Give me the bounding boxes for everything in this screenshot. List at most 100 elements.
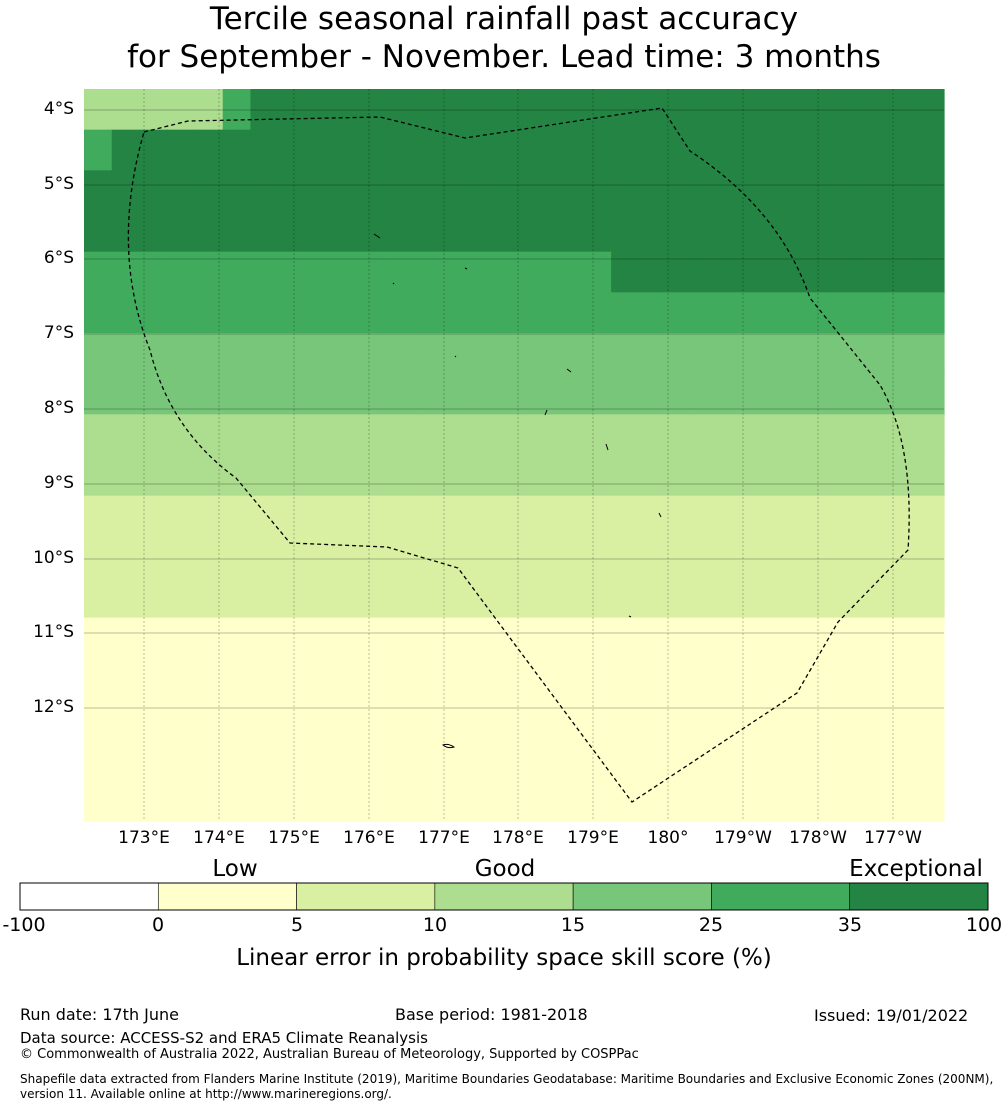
- grid-cell: [694, 780, 723, 822]
- grid-cell: [666, 699, 695, 741]
- grid-cell: [222, 333, 252, 375]
- colorbar-tick-label: 0: [151, 914, 165, 936]
- grid-cell: [139, 577, 168, 619]
- grid-cell: [500, 89, 529, 131]
- grid-cell: [694, 89, 723, 131]
- grid-cell: [305, 577, 335, 619]
- lat-label: 10°S: [33, 548, 74, 568]
- grid-cell: [694, 414, 723, 456]
- grid-cell: [694, 739, 723, 781]
- grid-cell: [194, 251, 224, 293]
- grid-cell: [555, 495, 584, 537]
- base-period: Base period: 1981-2018: [395, 1005, 588, 1024]
- grid-cell: [860, 292, 890, 334]
- grid-cell: [472, 455, 501, 497]
- island: [658, 512, 662, 518]
- grid-cell: [833, 251, 862, 293]
- colorbar-tick-label: 35: [837, 914, 863, 936]
- grid-cell: [638, 617, 668, 659]
- grid-cell: [833, 739, 862, 781]
- grid-cell: [860, 333, 890, 375]
- lat-label: 4°S: [43, 99, 74, 119]
- grid-cell: [194, 170, 224, 212]
- grid-cell: [333, 536, 363, 578]
- colorbar-tick-label: 100: [965, 914, 1003, 936]
- grid-cell: [749, 373, 779, 415]
- island: [628, 615, 632, 618]
- grid-cell: [805, 292, 834, 334]
- grid-cell: [472, 373, 501, 415]
- grid-cell: [916, 414, 945, 456]
- grid-cell: [167, 658, 196, 700]
- grid-cell: [333, 333, 363, 375]
- grid-cell: [833, 129, 862, 171]
- grid-cell: [666, 495, 695, 537]
- island: [373, 233, 381, 239]
- grid-cell: [916, 536, 945, 578]
- colorbar-segment: [434, 882, 574, 911]
- grid-cell: [444, 739, 473, 781]
- grid-cell: [833, 577, 862, 619]
- grid-cell: [84, 333, 113, 375]
- grid-cell: [250, 536, 279, 578]
- islands: [373, 233, 662, 749]
- grid-cell: [888, 455, 917, 497]
- island: [454, 355, 457, 358]
- grid-cell: [833, 170, 862, 212]
- shapefile-credit-line-2: version 11. Available online at http://w…: [20, 1087, 392, 1101]
- grid-cell: [611, 739, 640, 781]
- grid-cell: [583, 577, 612, 619]
- grid-cell: [555, 211, 584, 253]
- grid-cell: [805, 739, 834, 781]
- grid-cell: [167, 577, 196, 619]
- grid-cell: [888, 211, 917, 253]
- grid-cell: [833, 536, 862, 578]
- grid-cell: [805, 170, 834, 212]
- grid-cell: [749, 292, 779, 334]
- grid-cell: [444, 211, 473, 253]
- grid-cell: [555, 170, 584, 212]
- grid-cell: [111, 699, 141, 741]
- colorbar-tick-label: -100: [2, 914, 46, 936]
- grid-cell: [305, 373, 335, 415]
- grid-cell: [722, 455, 751, 497]
- grid-cell: [167, 495, 196, 537]
- grid-cell: [278, 455, 307, 497]
- grid-cell: [250, 739, 279, 781]
- grid-cell: [139, 699, 168, 741]
- grid-cell: [916, 455, 945, 497]
- grid-cell: [250, 414, 279, 456]
- lon-label: 173°E: [118, 828, 170, 848]
- grid-cell: [305, 536, 335, 578]
- grid-cell: [749, 333, 779, 375]
- grid-cell: [805, 333, 834, 375]
- grid-cell: [278, 699, 307, 741]
- grid-cell: [611, 211, 640, 253]
- grid-cell: [333, 577, 363, 619]
- grid-cell: [278, 617, 307, 659]
- grid-cell: [638, 739, 668, 781]
- grid-cell: [111, 292, 141, 334]
- grid-cell: [749, 251, 779, 293]
- grid-cell: [305, 170, 335, 212]
- grid-cell: [194, 658, 224, 700]
- grid-cell: [527, 414, 557, 456]
- grid-cell: [361, 455, 390, 497]
- grid-cell: [278, 373, 307, 415]
- grid-cell: [888, 780, 917, 822]
- grid-cell: [305, 495, 335, 537]
- grid-cell: [333, 699, 363, 741]
- grid-cell: [361, 739, 390, 781]
- eez-boundary: [127, 107, 910, 803]
- grid-cell: [222, 373, 252, 415]
- grid-cell: [84, 89, 113, 131]
- grid-cell: [777, 577, 806, 619]
- grid-cell: [472, 780, 501, 822]
- grid-cell: [472, 617, 501, 659]
- grid-cell: [167, 617, 196, 659]
- grid-cell: [167, 373, 196, 415]
- grid-cell: [278, 89, 307, 131]
- lon-label: 179°E: [567, 828, 619, 848]
- grid-cell: [472, 495, 501, 537]
- grid-cell: [777, 251, 806, 293]
